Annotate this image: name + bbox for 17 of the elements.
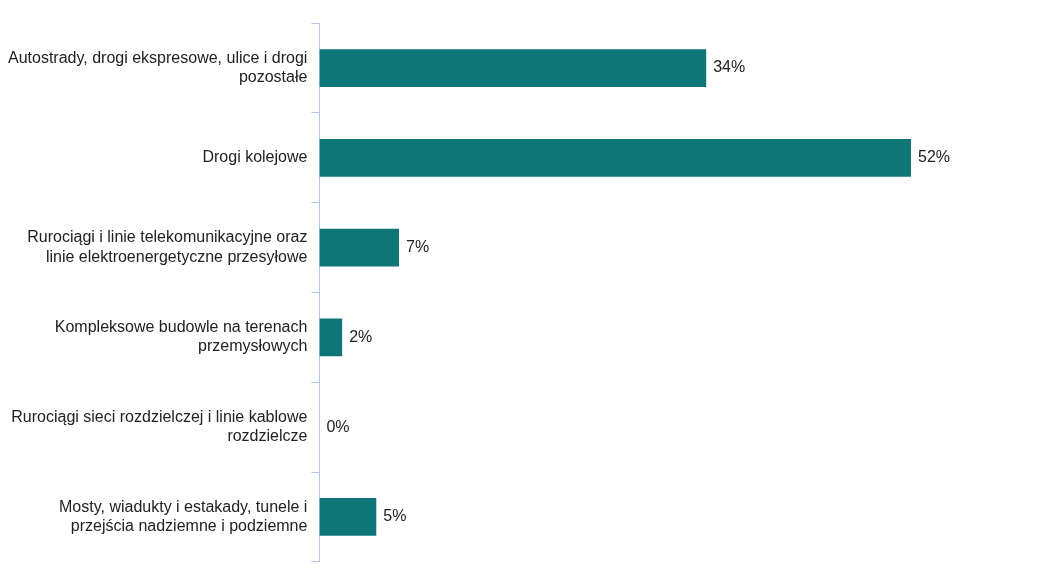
y-tick-label: Kompleksowe budowle na terenach przemysłowych (54, 318, 308, 355)
bar (319, 228, 400, 267)
data-label: 2% (349, 327, 373, 345)
y-tick-label: Mosty, wiadukty i estakady, tunele i przejścia nadziemne i podziemne (59, 497, 308, 534)
y-tick-label: Rurociągi sieci rozdzielczej i linie kablowe rozdzielcze (11, 407, 308, 445)
bar (319, 498, 377, 536)
data-label: 34% (713, 58, 746, 76)
y-tick-label: Autostrady, drogi ekspresowe, ulice i drogi pozostałe (8, 48, 308, 86)
y-tick-label: Rurociągi i linie telekomunikacyjne oraz linie elektroenergetyczne przesyłowe (27, 228, 308, 265)
y-tick-label: Drogi kolejowe (202, 148, 308, 166)
bar (319, 139, 911, 177)
data-label: 7% (406, 238, 430, 256)
bar (319, 49, 707, 87)
data-label: 5% (383, 507, 407, 525)
bar (319, 318, 343, 357)
data-label: 52% (917, 148, 951, 166)
data-label: 0% (326, 417, 350, 435)
